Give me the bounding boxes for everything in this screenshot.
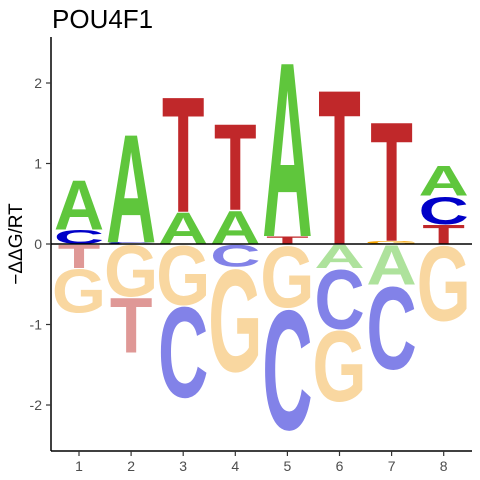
logo-letter-T-pos-6: T xyxy=(318,43,361,291)
x-tick-label: 6 xyxy=(336,458,344,474)
logo-letter-G-neg-6: G xyxy=(312,310,366,423)
x-tick-label: 3 xyxy=(179,458,187,474)
logo-letter-C-neg-7: C xyxy=(366,262,416,395)
logo-letter-T-neg-2: T xyxy=(110,282,153,370)
logo-letter-A-pos-2: A xyxy=(106,103,156,276)
y-tick-label: 2 xyxy=(34,75,42,91)
logo-letter-C-pos-2: C xyxy=(106,242,156,245)
logo-letter-A-pos-3: A xyxy=(158,204,208,254)
x-tick-label: 4 xyxy=(231,458,239,474)
logo-letter-G-neg-8: G xyxy=(417,225,471,345)
logo-letter-T-pos-7: T xyxy=(370,86,413,277)
x-axis-ticks: 1 2 3 4 5 6 7 8 xyxy=(75,451,448,474)
logo-letter-G-pos-7: G xyxy=(364,240,418,245)
y-tick-label: 1 xyxy=(34,156,42,172)
y-tick-label: -1 xyxy=(30,317,43,333)
x-tick-label: 7 xyxy=(388,458,396,474)
logo-letter-A-pos-4: A xyxy=(210,201,260,254)
chart-title: POU4F1 xyxy=(52,4,153,34)
x-tick-label: 8 xyxy=(440,458,448,474)
logo-letter-C-neg-5: C xyxy=(262,275,312,466)
x-tick-label: 5 xyxy=(284,458,292,474)
logo-letter-A-pos-1: A xyxy=(54,165,104,245)
logo-letter-T-pos-3: T xyxy=(162,62,205,247)
logo-letter-C-neg-6: C xyxy=(314,253,364,347)
logo-letter-G-neg-4: G xyxy=(208,240,262,403)
logo-letter-T-pos-8: T xyxy=(422,219,465,250)
logo-letter-C-pos-1: C xyxy=(54,226,104,248)
logo-letter-T-pos-4: T xyxy=(214,99,257,237)
logo-letter-A-pos-5: A xyxy=(262,10,312,289)
y-tick-label: 0 xyxy=(34,236,42,252)
y-axis-ticks: -2 -1 0 1 2 xyxy=(30,75,51,413)
logo-letter-G-neg-3: G xyxy=(156,229,210,323)
logo-letter-C-pos-8: C xyxy=(419,188,469,232)
x-tick-label: 1 xyxy=(75,458,83,474)
logo-letter-G-neg-1: G xyxy=(52,256,106,325)
logo-letter-A-pos-8: A xyxy=(419,158,469,205)
y-axis-title: −ΔΔG/RT xyxy=(6,203,27,285)
logo-letter-C-neg-3: C xyxy=(158,281,208,425)
x-tick-label: 2 xyxy=(127,458,135,474)
y-tick-label: -2 xyxy=(30,397,43,413)
logo-letter-A-neg-7: A xyxy=(366,235,416,297)
